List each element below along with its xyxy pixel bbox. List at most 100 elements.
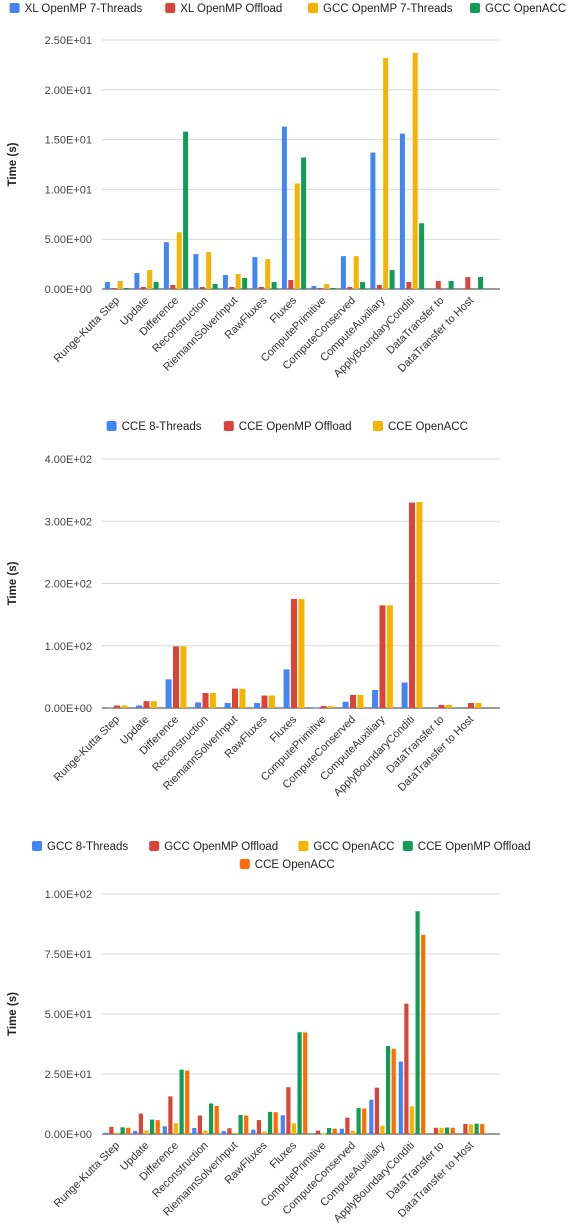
bar: [126, 1127, 131, 1134]
legend-item: XL OpenMP 7-Threads: [9, 3, 143, 15]
chart-1: XL OpenMP 7-Threads XL OpenMP Offload GCC …: [0, 0, 568, 395]
legend-label: GCC OpenACC: [485, 3, 566, 15]
y-tick-label: 1.00E+01: [45, 184, 92, 196]
bar: [206, 252, 212, 289]
bar: [232, 688, 238, 708]
bar: [265, 259, 271, 289]
bar: [235, 274, 241, 289]
y-axis-label: Time (s): [7, 992, 19, 1036]
bar: [173, 646, 179, 708]
bar: [315, 1130, 320, 1134]
bar: [147, 270, 153, 289]
legend-swatch: [239, 859, 250, 869]
bar: [109, 1126, 114, 1134]
bar: [224, 703, 231, 708]
bar: [409, 502, 415, 708]
bar: [252, 257, 258, 289]
bar: [117, 281, 123, 289]
y-tick-label: 0.00E+00: [45, 1129, 92, 1141]
bar: [173, 1123, 179, 1134]
bar: [111, 288, 117, 289]
legend-item: GCC OpenMP 7-Threads: [308, 3, 453, 15]
legend-swatch: [149, 841, 160, 851]
bar: [280, 1115, 285, 1134]
legend-item: XL OpenMP Offload: [165, 3, 282, 15]
bar: [239, 688, 246, 708]
legend-label: GCC OpenMP 7-Threads: [323, 3, 453, 15]
bar: [310, 1133, 315, 1135]
bar: [421, 934, 426, 1134]
bar: [168, 1096, 173, 1134]
legend-label: XL OpenMP Offload: [180, 3, 282, 15]
y-tick-label: 4.00E+02: [45, 454, 92, 466]
bar: [448, 281, 454, 289]
chart-3-svg: GCC 8-Threads GCC OpenMP Offload GCC OpenA…: [7, 841, 531, 1225]
bar: [356, 1108, 361, 1134]
bar: [478, 277, 484, 289]
bar: [150, 1119, 155, 1134]
x-tick-label: Runge-Kutta Step: [52, 714, 122, 784]
bar: [209, 1103, 214, 1134]
legend-label: CCE OpenMP Offload: [239, 421, 352, 433]
bar: [303, 1032, 308, 1134]
x-tick-label: Runge-Kutta Step: [52, 295, 122, 365]
legend-label: CCE OpenMP Offload: [418, 841, 531, 853]
bar: [114, 1132, 120, 1134]
legend-swatch: [223, 421, 234, 431]
bar: [104, 282, 110, 289]
bar: [170, 285, 176, 289]
y-tick-label: 1.50E+01: [45, 135, 92, 147]
bar: [155, 1120, 160, 1134]
bar: [291, 599, 297, 708]
legend-label: GCC OpenACC: [313, 841, 394, 853]
legend-swatch: [470, 3, 480, 13]
bar: [438, 704, 445, 708]
bar: [163, 242, 169, 289]
bar: [271, 282, 277, 289]
legend-label: CCE OpenACC: [388, 421, 468, 433]
legend-swatch: [373, 421, 383, 431]
y-axis-label: Time (s): [7, 561, 19, 605]
bar: [383, 57, 389, 289]
legend-label: XL OpenMP 7-Threads: [25, 3, 143, 15]
y-axis-label: Time (s): [7, 142, 19, 186]
bar: [398, 1061, 403, 1134]
bar: [209, 693, 216, 708]
bar: [258, 287, 264, 289]
bar: [374, 1087, 379, 1134]
bar: [165, 679, 172, 708]
bar: [202, 693, 209, 708]
bar: [445, 704, 452, 708]
bar: [345, 1117, 350, 1134]
bar: [450, 1127, 455, 1134]
legend-item: GCC OpenACC: [298, 841, 395, 853]
bar: [386, 1045, 391, 1134]
bar: [468, 1124, 474, 1134]
bar: [339, 1128, 344, 1134]
bar: [327, 1128, 332, 1134]
bar: [406, 282, 412, 289]
legend-swatch: [402, 841, 413, 851]
chart-2-svg: CCE 8-Threads CCE OpenMP Offload CCE OpenA…: [7, 421, 500, 799]
bar: [153, 282, 159, 289]
bar: [242, 278, 248, 289]
bar: [268, 1111, 273, 1134]
y-tick-label: 1.00E+02: [45, 889, 92, 901]
y-tick-label: 2.00E+01: [45, 85, 92, 97]
bar: [342, 701, 349, 708]
legend-item: CCE OpenMP Offload: [402, 841, 531, 853]
bar: [463, 1123, 468, 1134]
bar: [229, 287, 235, 289]
bar: [281, 126, 287, 289]
bar: [409, 1106, 415, 1134]
bar: [474, 1123, 479, 1134]
bar: [114, 705, 120, 708]
bar: [136, 705, 143, 708]
chart-1-svg: XL OpenMP 7-Threads XL OpenMP Offload GCC …: [7, 3, 566, 380]
bar: [324, 284, 330, 289]
bar: [214, 1105, 219, 1134]
bar: [176, 232, 182, 289]
bar: [291, 1123, 297, 1134]
bar: [401, 682, 408, 708]
bar: [150, 701, 157, 708]
